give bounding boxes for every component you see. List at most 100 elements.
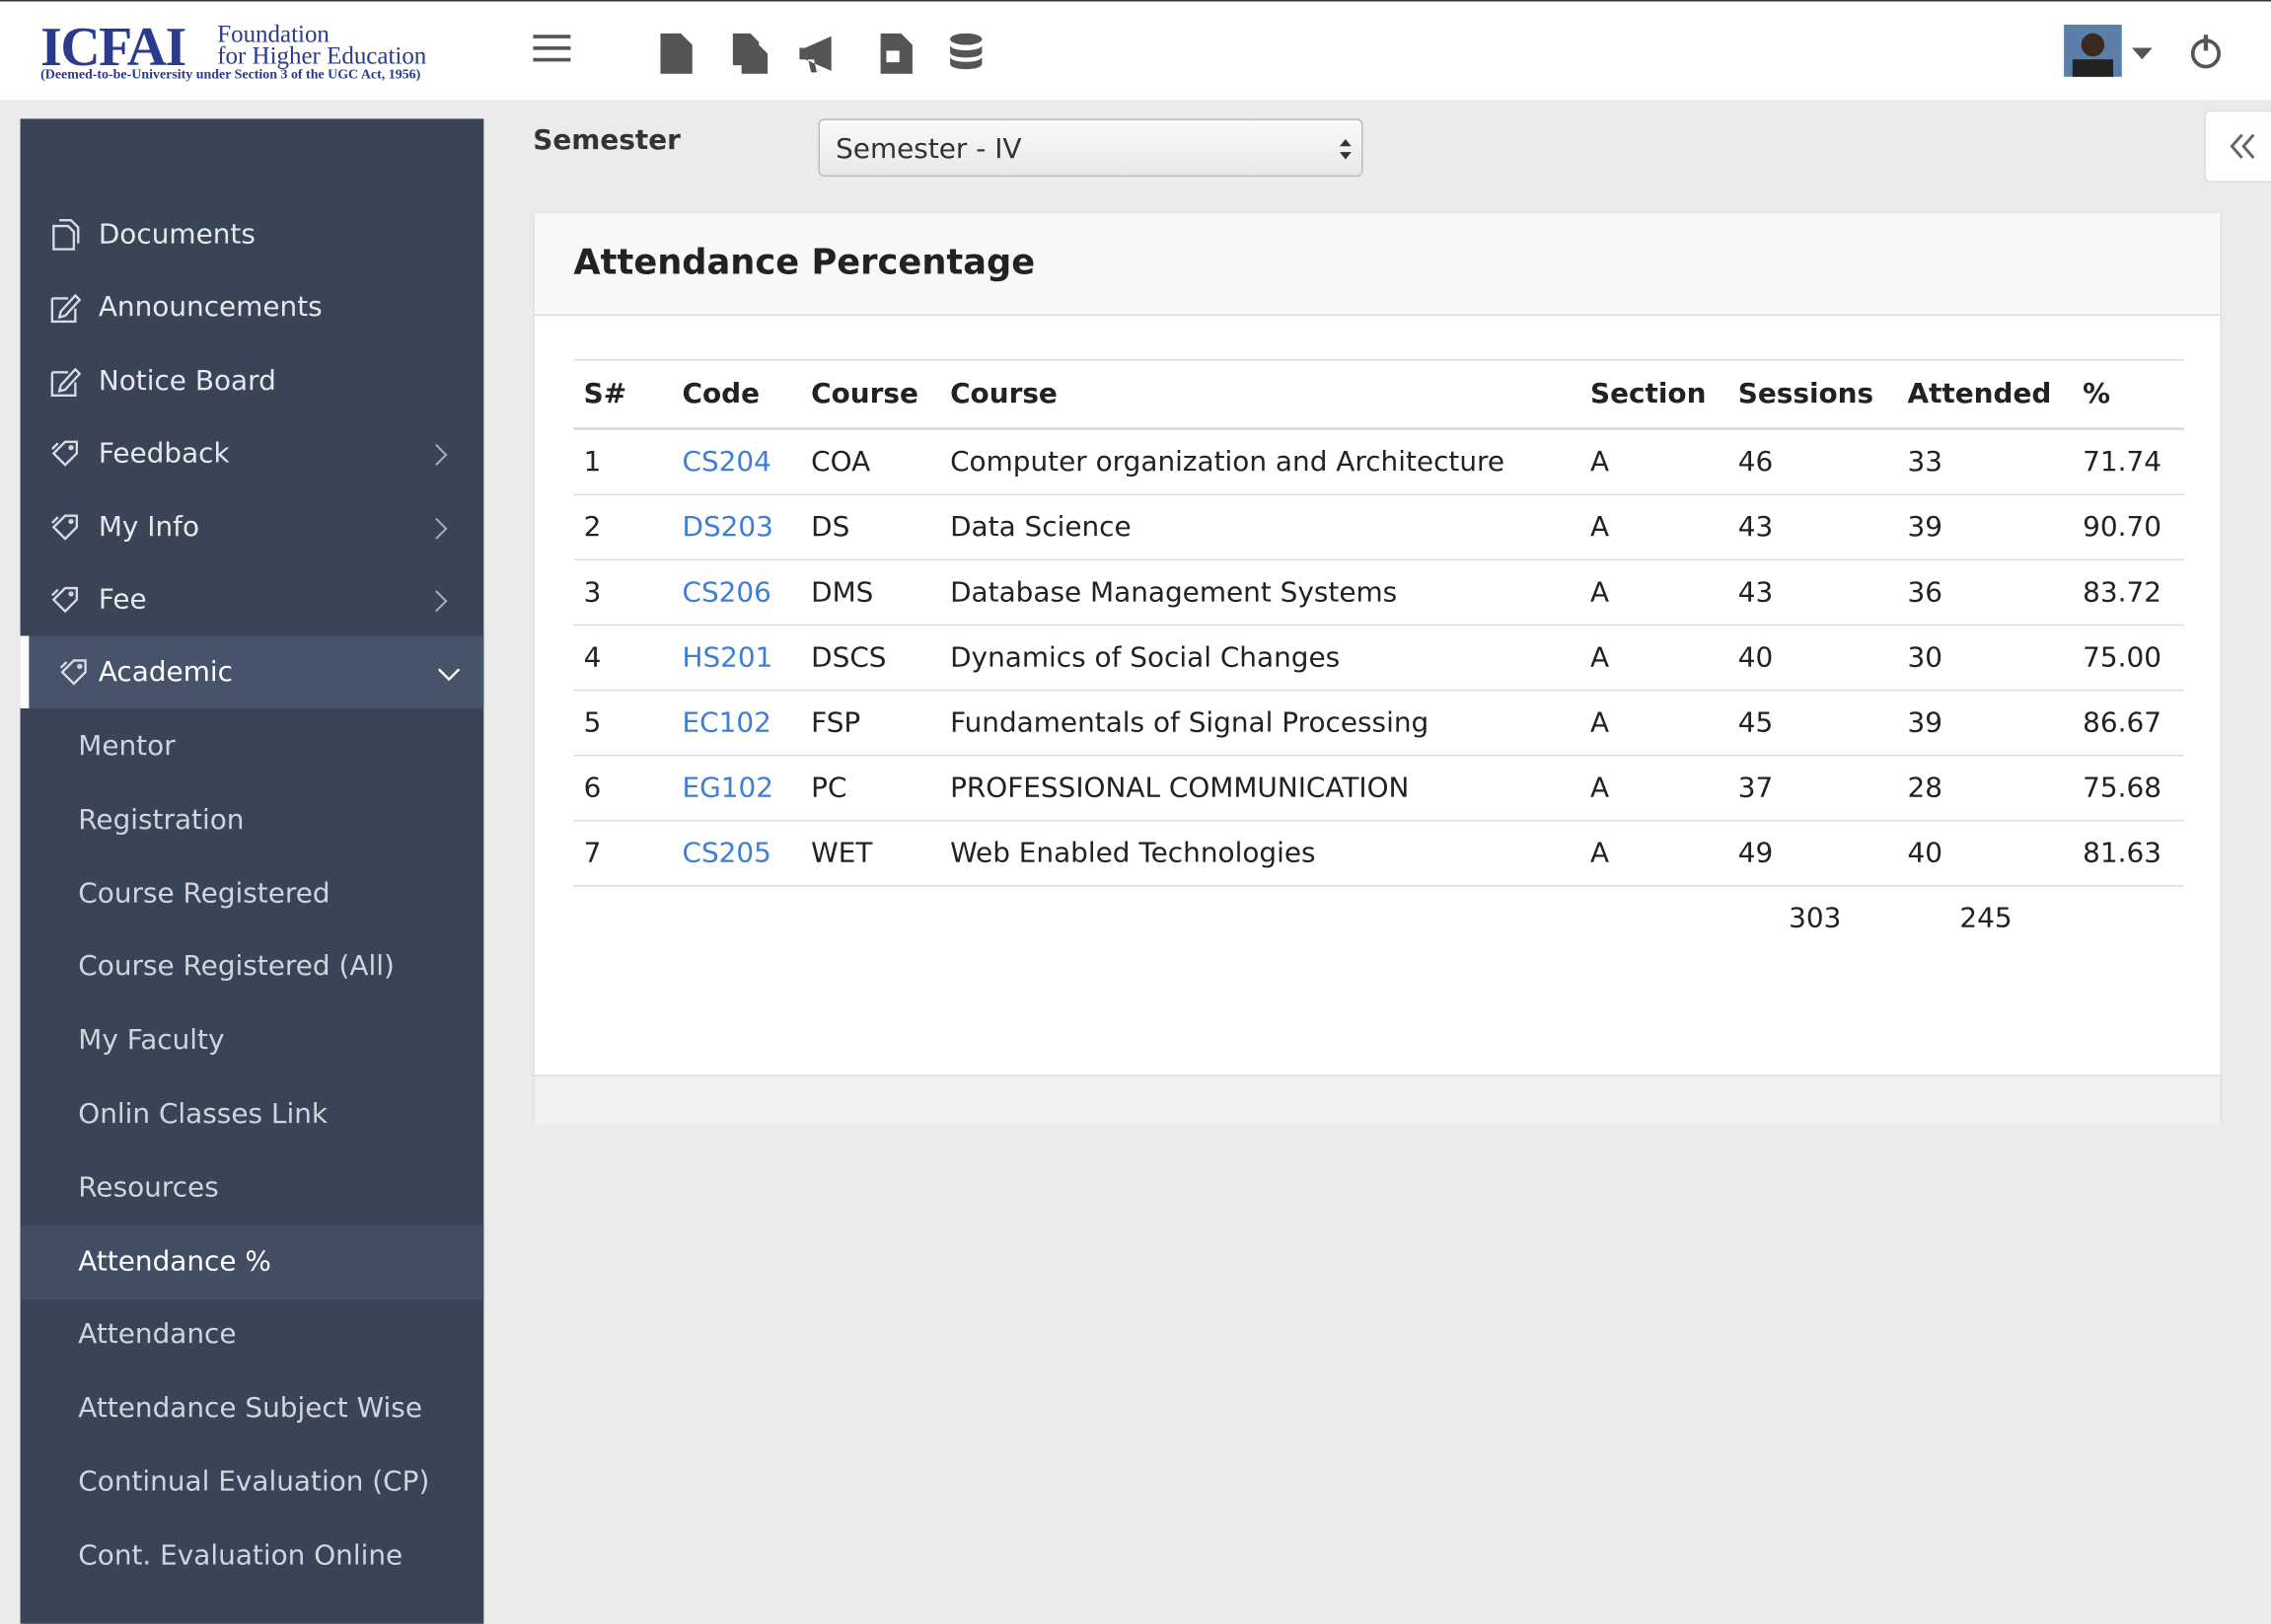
card-footer bbox=[534, 1074, 2221, 1126]
menu-toggle[interactable] bbox=[533, 31, 571, 68]
table-row: 1 CS204 COA Computer organization and Archi… bbox=[573, 428, 2184, 496]
menu-label: My Info bbox=[98, 510, 200, 543]
table-cell: A bbox=[1579, 625, 1728, 692]
empty-cell bbox=[801, 886, 940, 950]
table-cell: 40 bbox=[1727, 625, 1898, 692]
submenu-item[interactable]: Registration bbox=[78, 803, 245, 836]
submenu-item[interactable]: Attendance bbox=[78, 1318, 237, 1351]
table-row: 2 DS203 DS Data Science A 43 39 90.70 bbox=[573, 494, 2184, 561]
semester-select[interactable]: Semester - IV bbox=[818, 118, 1363, 178]
submenu-item[interactable]: Mentor bbox=[78, 729, 176, 763]
table-cell: 46 bbox=[1727, 428, 1898, 496]
submenu-item[interactable]: Attendance % bbox=[20, 1224, 484, 1299]
table-cell: 33 bbox=[1897, 428, 2073, 496]
table-cell: 39 bbox=[1897, 494, 2073, 561]
table-cell: Web Enabled Technologies bbox=[939, 820, 1580, 887]
user-menu[interactable] bbox=[2064, 24, 2231, 80]
course-code-link[interactable]: HS201 bbox=[672, 625, 801, 692]
total-attended: 245 bbox=[1959, 902, 2013, 934]
card-title: Attendance Percentage bbox=[573, 242, 1036, 283]
menu-label: Academic bbox=[98, 656, 233, 689]
submenu-item[interactable]: Resources bbox=[78, 1171, 219, 1204]
course-code-link[interactable]: CS204 bbox=[672, 428, 801, 496]
table-cell: Dynamics of Social Changes bbox=[939, 625, 1580, 692]
table-cell: A bbox=[1579, 428, 1728, 496]
table-cell: Computer organization and Architecture bbox=[939, 428, 1580, 496]
table-cell: PROFESSIONAL COMMUNICATION bbox=[939, 755, 1580, 822]
table-row: 3 CS206 DMS Database Management Systems A 43 3… bbox=[573, 559, 2184, 627]
chevron bbox=[435, 590, 448, 613]
table-cell: A bbox=[1579, 559, 1728, 627]
table-cell: 39 bbox=[1897, 690, 2073, 757]
table-cell: 30 bbox=[1897, 625, 2073, 692]
menu-item[interactable]: Notice Board bbox=[21, 344, 484, 416]
menu-item[interactable]: Feedback bbox=[21, 417, 484, 489]
chevron bbox=[435, 517, 448, 540]
table-cell: 6 bbox=[573, 755, 673, 822]
table-row: 6 EG102 PC PROFESSIONAL COMMUNICATION A 37 28 7… bbox=[573, 755, 2184, 822]
table-cell: A bbox=[1579, 820, 1728, 887]
table-cell: 28 bbox=[1897, 755, 2073, 822]
table-cell: 37 bbox=[1727, 755, 1898, 822]
submenu-item[interactable]: Onlin Classes Link bbox=[78, 1097, 329, 1131]
submenu-item[interactable]: Continual Evaluation (CP) bbox=[78, 1465, 430, 1499]
table-cell: 5 bbox=[573, 690, 673, 757]
submenu-item[interactable]: Course Registered (All) bbox=[78, 950, 395, 983]
table-cell: 2 bbox=[573, 494, 673, 561]
column-header: Course bbox=[800, 359, 940, 431]
submenu-item[interactable]: Attendance Subject Wise bbox=[78, 1392, 422, 1425]
table-cell: PC bbox=[800, 755, 940, 822]
empty-cell bbox=[1580, 886, 1728, 950]
table-cell: 1 bbox=[573, 428, 673, 496]
course-code-link[interactable]: EC102 bbox=[672, 690, 801, 757]
table-cell: DSCS bbox=[800, 625, 940, 692]
table-cell: 36 bbox=[1897, 559, 2073, 627]
menu-item[interactable]: My Info bbox=[21, 490, 484, 562]
menu-item[interactable]: Announcements bbox=[21, 271, 484, 343]
collapse-icon bbox=[2230, 133, 2255, 159]
logo-name: ICFAI bbox=[40, 17, 186, 79]
course-code-link[interactable]: EG102 bbox=[672, 755, 801, 822]
column-header: Sessions bbox=[1727, 359, 1898, 431]
menu-label: Notice Board bbox=[98, 364, 276, 397]
menu-label: Feedback bbox=[98, 437, 230, 470]
submenu-item[interactable]: Course Registered bbox=[78, 877, 330, 910]
menu-icon bbox=[52, 218, 80, 251]
empty-cell bbox=[672, 886, 801, 950]
submenu-item[interactable]: Cont. Evaluation Online bbox=[78, 1539, 403, 1572]
menu-item[interactable]: Fee bbox=[21, 563, 484, 635]
table-cell: A bbox=[1579, 755, 1728, 822]
table-cell: DMS bbox=[800, 559, 940, 627]
submenu-item[interactable]: My Faculty bbox=[78, 1024, 225, 1057]
column-header: % bbox=[2072, 359, 2184, 431]
empty-cell bbox=[940, 886, 1580, 950]
table-row: 5 EC102 FSP Fundamentals of Signal Processi… bbox=[573, 690, 2184, 757]
menu-label: Announcements bbox=[98, 291, 323, 324]
table-cell: 90.70 bbox=[2072, 494, 2184, 561]
table-cell: Data Science bbox=[939, 494, 1580, 561]
total-sessions: 303 bbox=[1789, 902, 1842, 934]
course-code-link[interactable]: DS203 bbox=[672, 494, 801, 561]
collapse-button[interactable] bbox=[2204, 110, 2271, 183]
table-cell: A bbox=[1579, 690, 1728, 757]
card: Attendance Percentage S# Code Course Course… bbox=[533, 211, 2223, 1126]
course-code-link[interactable]: CS206 bbox=[672, 559, 801, 627]
table-cell: A bbox=[1579, 494, 1728, 561]
table-cell: 86.67 bbox=[2072, 690, 2184, 757]
empty-cell bbox=[573, 886, 672, 950]
table-cell: Fundamentals of Signal Processing bbox=[939, 690, 1580, 757]
toolbar-icons[interactable] bbox=[658, 33, 991, 74]
table-cell: DS bbox=[800, 494, 940, 561]
table-cell: 81.63 bbox=[2072, 820, 2184, 887]
menu-item[interactable]: Academic bbox=[20, 636, 484, 709]
menu-label: Fee bbox=[98, 583, 147, 616]
course-code-link[interactable]: CS205 bbox=[672, 820, 801, 887]
table-cell: 40 bbox=[1897, 820, 2073, 887]
select-value: Semester - IV bbox=[836, 133, 1022, 166]
menu-item[interactable]: Documents bbox=[21, 198, 484, 270]
chevron bbox=[438, 669, 461, 682]
empty-cell bbox=[2073, 886, 2184, 950]
